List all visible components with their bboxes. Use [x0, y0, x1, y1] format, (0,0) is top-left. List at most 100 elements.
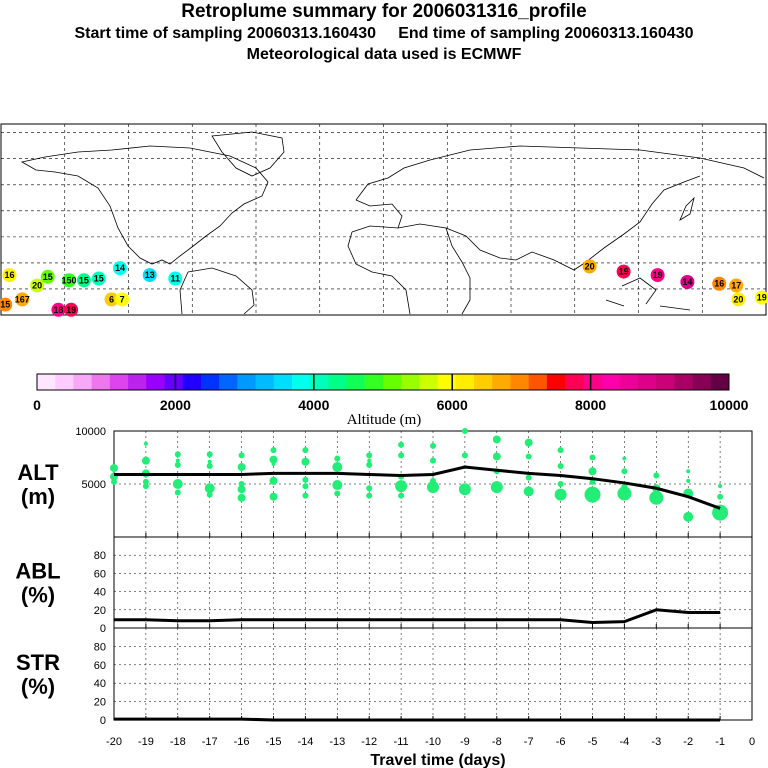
altitude-marker [366, 492, 373, 499]
altitude-marker [461, 452, 468, 459]
trajectory-label: 11 [170, 274, 180, 284]
altitude-marker [110, 464, 118, 473]
altitude-marker [683, 511, 694, 522]
trajectory-marker [113, 261, 127, 276]
colorbar-tick-label: 0 [33, 397, 41, 413]
y-tick-label: 5000 [82, 479, 106, 491]
x-tick-label: -2 [683, 736, 693, 748]
south-america-coast [179, 267, 255, 315]
trajectory-label: 19 [66, 305, 76, 315]
colorbar-cell [401, 374, 420, 390]
colorbar-cell [474, 374, 493, 390]
colorbar-cell [182, 374, 202, 390]
end-time-label: End time of sampling 20060313.160430 [398, 25, 694, 42]
altitude-marker [204, 483, 215, 494]
colorbar-cell [273, 374, 293, 390]
altitude-marker [238, 481, 245, 487]
trajectory-label: 15 [43, 272, 53, 282]
trajectory-label: 15 [79, 275, 89, 285]
abl-panel: 0 20 40 60 80 ABL(%) [15, 536, 753, 635]
asia-islands [605, 277, 691, 311]
altitude-marker [237, 493, 246, 502]
x-tick-label: -4 [620, 736, 630, 748]
trajectory-marker [91, 271, 106, 286]
y-tick-label: 60 [94, 660, 106, 672]
colorbar-cell [310, 374, 329, 390]
colorbar-cell [510, 374, 530, 390]
trajectory-marker [15, 292, 30, 307]
start-time-label: Start time of sampling 20060313.160430 [74, 25, 377, 42]
y-tick-label: 10000 [75, 426, 106, 438]
sampling-times: Start time of sampling 20060313.160430 E… [0, 25, 768, 43]
colorbar-tick-label: 6000 [437, 397, 468, 413]
altitude-marker [458, 483, 471, 496]
alt-line [114, 465, 721, 510]
altitude-marker [269, 476, 278, 485]
trajectory-marker [712, 276, 727, 291]
trajectory-marker [0, 297, 13, 312]
trajectory-marker [754, 290, 768, 305]
colorbar-cell [656, 374, 675, 390]
colorbar-cell [55, 374, 74, 390]
altitude-marker [621, 468, 628, 475]
colorbar-cell [109, 374, 129, 390]
x-axis-label: Travel time (days) [370, 752, 505, 768]
altitude-marker [206, 491, 213, 498]
altitude-marker [525, 453, 532, 460]
colorbar-cell [383, 374, 402, 390]
altitude-marker [588, 467, 597, 476]
str-line [114, 717, 721, 722]
altitude-marker [554, 488, 567, 501]
trajectory-label: 20 [32, 280, 42, 290]
altitude-marker [524, 438, 533, 447]
trajectory-label: 7 [120, 294, 125, 304]
trajectory-label: 16 [4, 270, 14, 280]
altitude-marker [111, 478, 117, 485]
altitude-marker [584, 486, 601, 503]
x-tick-label: -8 [492, 736, 502, 748]
colorbar-cell [291, 374, 311, 390]
altitude-marker [717, 493, 724, 500]
colorbar-cells [36, 373, 730, 391]
x-tick-label: -19 [138, 736, 154, 748]
trajectory-label: 14 [115, 263, 125, 273]
altitude-marker [302, 447, 309, 454]
altitude-marker [525, 474, 532, 481]
japan-coast [679, 196, 695, 221]
altitude-marker [427, 481, 439, 494]
trajectory-marker [680, 275, 695, 290]
chart-title: Retroplume summary for 2006031316_profil… [181, 1, 587, 22]
colorbar-cell [710, 374, 730, 390]
altitude-marker [686, 469, 691, 474]
x-tick-label: -16 [234, 736, 250, 748]
altitude-marker [367, 458, 372, 463]
trajectory-marker [115, 292, 130, 307]
altitude-marker [302, 476, 309, 483]
trajectory-label: 16 [714, 279, 724, 289]
colorbar-cell [237, 374, 256, 390]
colorbar-cell [255, 374, 275, 390]
colorbar-cell [692, 374, 712, 390]
x-tick-label: -20 [106, 736, 122, 748]
trajectory-marker [76, 273, 91, 288]
colorbar-cell [200, 374, 220, 390]
x-tick-label: 0 [749, 736, 755, 748]
altitude-marker [523, 486, 534, 497]
x-tick-label: -12 [361, 736, 377, 748]
colorbar-cell [437, 374, 457, 390]
trajectory-label: 19 [757, 293, 767, 303]
altitude-marker [557, 481, 564, 487]
trajectory-label: 19 [619, 267, 629, 277]
altitude-marker [398, 492, 405, 499]
trajectory-label: 13 [145, 270, 155, 280]
x-tick-label: -14 [297, 736, 313, 748]
trajectory-marker [2, 268, 17, 283]
altitude-marker [175, 458, 180, 463]
trajectory-label: 20 [585, 261, 595, 271]
altitude-marker [142, 483, 149, 490]
trajectory-label: 15 [0, 300, 10, 310]
y-tick-label: 0 [100, 623, 106, 635]
alt-axis-unit: (m) [21, 484, 55, 509]
